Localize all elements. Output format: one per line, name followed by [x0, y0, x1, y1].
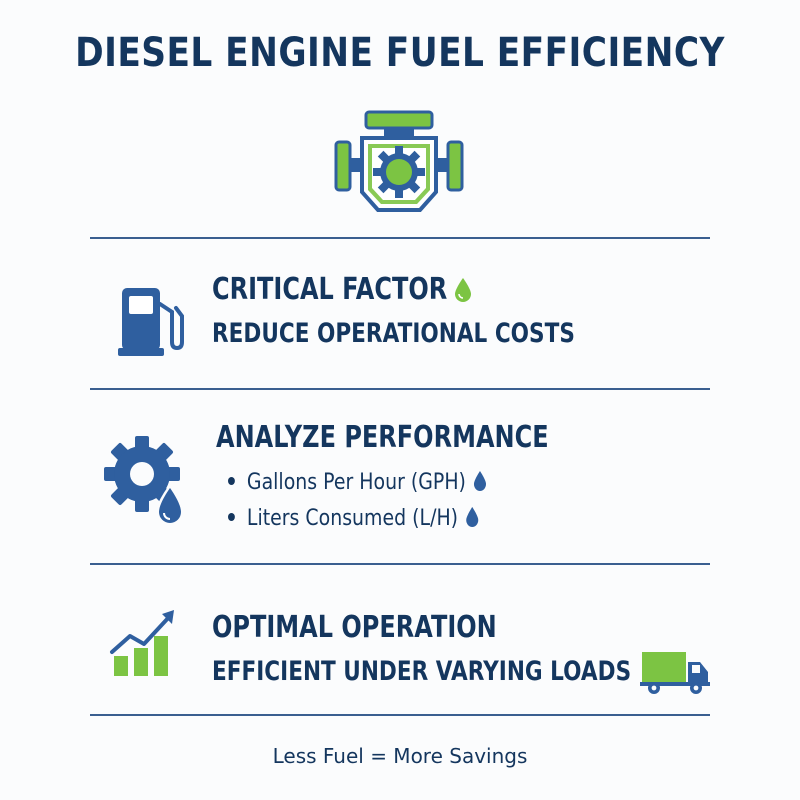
section-heading: OPTIMAL OPERATION	[212, 610, 497, 645]
growth-bar-chart-icon	[110, 610, 174, 676]
list-item: Liters Consumed (L/H)	[228, 506, 479, 531]
fuel-drop-icon	[455, 278, 471, 302]
fuel-pump-icon	[118, 288, 184, 356]
bullet-text: Liters Consumed (L/H)	[246, 506, 459, 531]
page-title: DIESEL ENGINE FUEL EFFICIENCY	[75, 30, 725, 76]
divider	[90, 714, 710, 716]
engine-icon	[334, 110, 464, 212]
gear-with-fuel-drop-icon	[104, 436, 184, 526]
section-heading: CRITICAL FACTOR	[212, 272, 448, 307]
divider	[90, 388, 710, 390]
delivery-truck-icon	[640, 652, 710, 694]
section-subheading: REDUCE OPERATIONAL COSTS	[212, 318, 575, 349]
fuel-drop-icon	[473, 471, 486, 491]
fuel-drop-icon	[465, 507, 478, 527]
list-item: Gallons Per Hour (GPH)	[228, 470, 487, 495]
section-subheading: EFFICIENT UNDER VARYING LOADS	[212, 656, 632, 687]
footer-tagline: Less Fuel = More Savings	[272, 744, 528, 768]
bullet-text: Gallons Per Hour (GPH)	[246, 470, 466, 495]
section-heading: ANALYZE PERFORMANCE	[216, 420, 549, 455]
divider	[90, 563, 710, 565]
divider	[90, 237, 710, 239]
